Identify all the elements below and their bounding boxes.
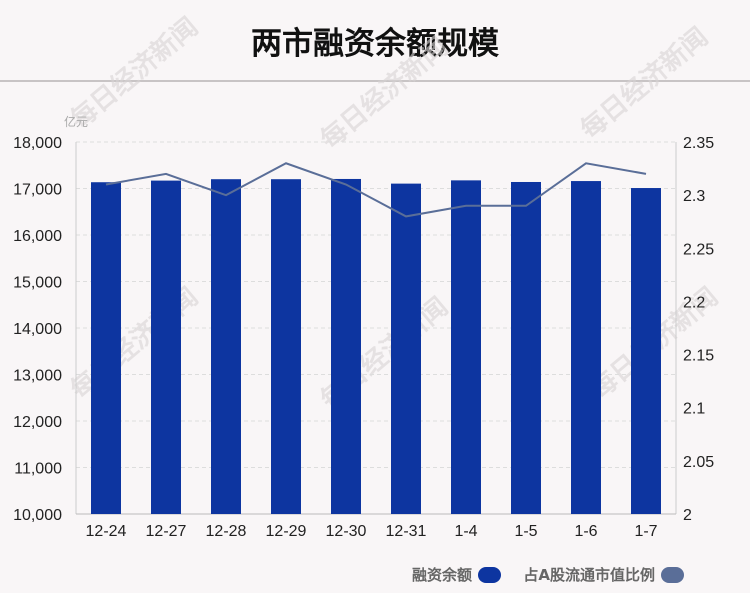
- bar-12-28: [211, 179, 241, 514]
- bar-1-5: [511, 181, 541, 515]
- legend-swatch-ratio: [661, 567, 684, 583]
- bar-12-31: [391, 183, 421, 514]
- x-tick-label: 12-31: [386, 523, 427, 540]
- x-tick-label: 1-6: [574, 523, 597, 540]
- bar-12-27: [151, 180, 181, 514]
- legend-swatch-balance: [478, 567, 501, 583]
- bar-12-30: [331, 178, 361, 514]
- x-tick-label: 1-4: [454, 523, 477, 540]
- left-tick-label: 11,000: [14, 461, 62, 478]
- watermark-text: 每日经济新闻: [575, 21, 714, 145]
- right-tick-label: 2.2: [683, 294, 705, 311]
- x-tick-label: 12-27: [146, 523, 187, 540]
- left-tick-label: 14,000: [13, 321, 62, 338]
- legend-label-ratio: 占A股流通市值比例: [523, 566, 655, 584]
- x-tick-label: 12-29: [266, 523, 307, 540]
- watermark-text: 每日经济新闻: [315, 31, 454, 155]
- right-tick-label: 2.3: [683, 188, 705, 205]
- bar-1-6: [571, 181, 601, 514]
- legend-label-balance: 融资余额: [412, 566, 472, 584]
- chart-title: 两市融资余额规模: [251, 26, 499, 62]
- right-tick-label: 2: [683, 507, 692, 524]
- left-tick-label: 16,000: [13, 228, 62, 245]
- bar-1-4: [451, 180, 481, 515]
- left-tick-label: 17,000: [13, 182, 62, 199]
- x-tick-label: 12-28: [206, 523, 247, 540]
- left-tick-label: 15,000: [13, 275, 62, 292]
- bar-12-24: [91, 182, 121, 514]
- ratio-line: [105, 162, 647, 218]
- left-tick-label: 18,000: [13, 135, 62, 152]
- right-tick-label: 2.25: [683, 241, 714, 258]
- x-tick-label: 1-5: [514, 523, 537, 540]
- title-divider: [0, 80, 750, 82]
- bar-12-29: [271, 179, 301, 514]
- bar-1-7: [631, 188, 661, 514]
- right-tick-label: 2.35: [683, 135, 714, 152]
- left-axis-unit: 亿元: [64, 114, 88, 129]
- x-tick-label: 12-30: [326, 523, 367, 540]
- left-tick-label: 10,000: [13, 507, 62, 524]
- x-tick-label: 12-24: [86, 523, 127, 540]
- x-tick-label: 1-7: [634, 523, 657, 540]
- right-tick-label: 2.15: [683, 348, 714, 365]
- right-tick-label: 2.1: [683, 401, 705, 418]
- right-tick-label: 2.05: [683, 454, 714, 471]
- left-tick-label: 12,000: [13, 414, 62, 431]
- left-tick-label: 13,000: [13, 368, 62, 385]
- watermark-text: 每日经济新闻: [65, 281, 204, 405]
